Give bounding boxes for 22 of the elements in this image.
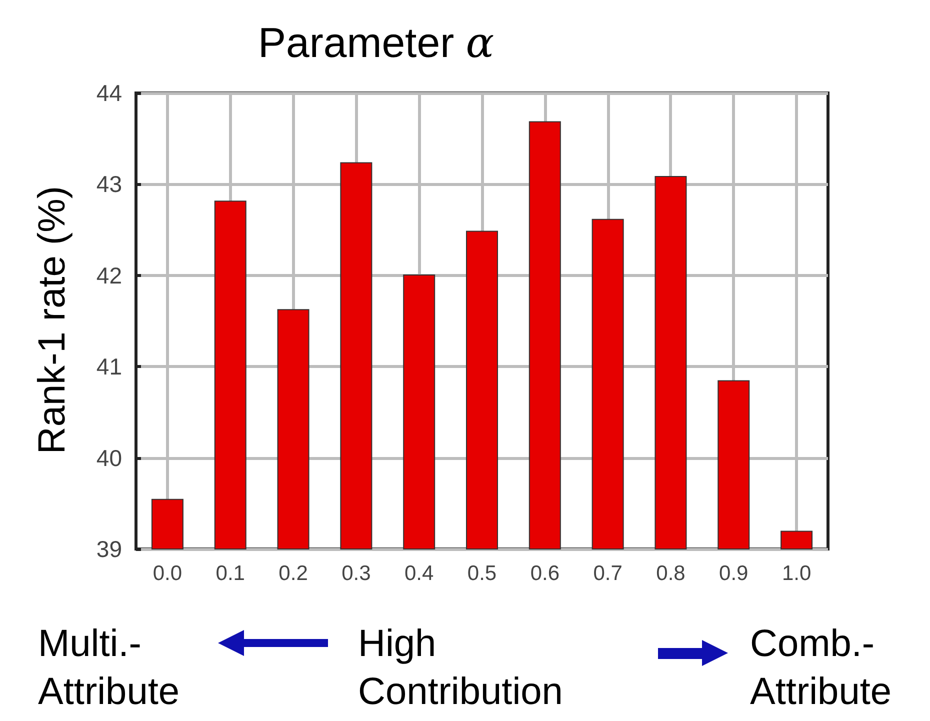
text: Multi.- Attribute: [38, 622, 180, 715]
y-tick-label: 41: [96, 354, 122, 380]
x-tick-label: 0.8: [656, 562, 686, 585]
x-tick-label: 1.0: [782, 562, 812, 585]
x-tick-label: 0.2: [278, 562, 308, 585]
x-tick-label: 0.0: [152, 562, 182, 585]
x-tick-label: 0.4: [404, 562, 434, 585]
x-tick-label: 0.6: [530, 562, 560, 585]
x-tick-label: 0.1: [216, 562, 245, 585]
text: High Contribution: [358, 622, 563, 715]
y-tick-label: 40: [96, 444, 122, 471]
y-tick-label: 44: [96, 80, 122, 106]
y-tick-label: 42: [96, 262, 122, 288]
x-tick-label: 0.5: [467, 562, 497, 585]
x-tick-label: 0.3: [342, 562, 371, 585]
x-tick-label: 0.9: [719, 562, 748, 585]
text: Comb.- Attribute: [750, 622, 892, 715]
y-axis-title: Rank-1 rate (%): [32, 186, 74, 454]
y-tick-label: 43: [96, 171, 122, 198]
x-tick-label: 0.7: [593, 562, 622, 585]
y-tick-label: 39: [96, 536, 122, 562]
chart-title: Parameter α: [257, 18, 496, 67]
